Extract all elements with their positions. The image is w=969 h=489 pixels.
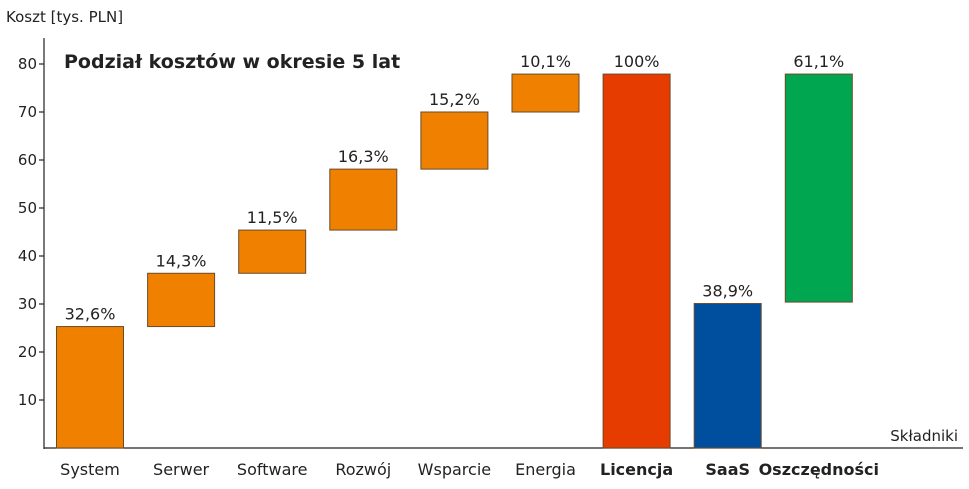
y-tick-label: 20 [18,343,37,361]
category-labels: System Serwer Software Rozwój Wsparcie Energi… [60,460,879,479]
bar [693,303,762,449]
bar [511,73,580,113]
bar-labels: 32,6% 14,3% 11,5% 16,3% 15,2% 10,1% 100% 38,9% 6… [65,52,845,323]
bar-value-label: 10,1% [520,52,571,71]
bar-value-label: 14,3% [156,251,207,270]
bar [602,73,671,449]
category-label: Software [237,460,308,479]
bar [56,326,124,449]
category-label: Serwer [153,460,210,479]
category-label: Energia [515,460,576,479]
bar-value-label: 16,3% [338,147,389,166]
category-label: Wsparcie [418,460,491,479]
bar [420,111,489,170]
y-tick-label: 60 [18,151,37,169]
bar [147,272,216,328]
category-label: Rozwój [335,460,391,479]
x-axis-title: Składniki [890,427,958,445]
category-label: System [60,460,120,479]
y-tick-label: 80 [18,55,37,73]
category-label: Licencja [600,460,673,479]
bar-value-label: 38,9% [702,282,753,301]
bar-value-label: 100% [614,52,660,71]
bar [784,73,853,303]
bar-value-label: 15,2% [429,90,480,109]
bar-value-label: 11,5% [247,208,298,227]
category-label: Oszczędności [759,460,879,479]
chart-title: Podział kosztów w okresie 5 lat [64,51,400,73]
bar [329,168,398,231]
bar-value-label: 32,6% [65,305,116,324]
y-tick-label: 70 [18,103,37,121]
bar [238,229,307,274]
y-ticks: 10 20 30 40 50 60 70 80 [18,55,44,409]
category-label: SaaS [705,460,750,479]
y-tick-label: 30 [18,295,37,313]
y-tick-label: 40 [18,247,37,265]
y-tick-label: 10 [18,391,37,409]
bar-value-label: 61,1% [793,52,844,71]
y-tick-label: 50 [18,199,37,217]
y-axis-title: Koszt [tys. PLN] [6,8,123,26]
bars [56,73,853,449]
